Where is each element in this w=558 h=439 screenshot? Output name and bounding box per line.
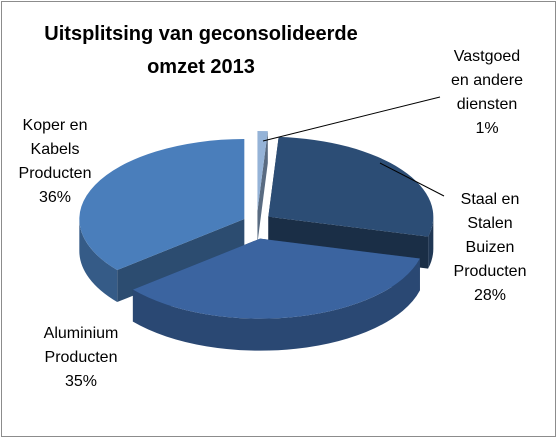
category-label: Koper en Kabels Producten — [18, 117, 92, 182]
slice-wall — [132, 258, 420, 351]
pie — [79, 131, 434, 351]
slice-label: Aluminium Producten 35% — [35, 322, 127, 394]
slice-side — [117, 219, 245, 303]
slice — [132, 238, 420, 319]
slice-label: Staal en Stalen Buizen Producten 28% — [447, 188, 533, 308]
leader-line — [262, 96, 441, 142]
category-label: Staal en Stalen Buizen Producten — [453, 191, 527, 280]
value-label: 28% — [473, 287, 507, 304]
value-label: 36% — [38, 189, 72, 206]
leader-line — [379, 162, 445, 197]
slice-label: Koper en Kabels Producten 36% — [10, 114, 100, 210]
value-label: 1% — [475, 120, 499, 137]
slice-wall — [79, 219, 118, 303]
chart-title: Uitsplitsing van geconsolideerde omzet 2… — [44, 23, 358, 78]
slice — [268, 136, 434, 237]
category-label: Aluminium Producten — [43, 325, 119, 366]
slice — [257, 131, 268, 212]
category-label: Vastgoed en andere diensten — [450, 48, 524, 113]
slice-side — [257, 131, 268, 244]
slice-wall — [428, 216, 434, 269]
slice — [79, 139, 245, 271]
slice-label: Vastgoed en andere diensten 1% — [447, 45, 527, 141]
value-label: 35% — [64, 373, 98, 390]
